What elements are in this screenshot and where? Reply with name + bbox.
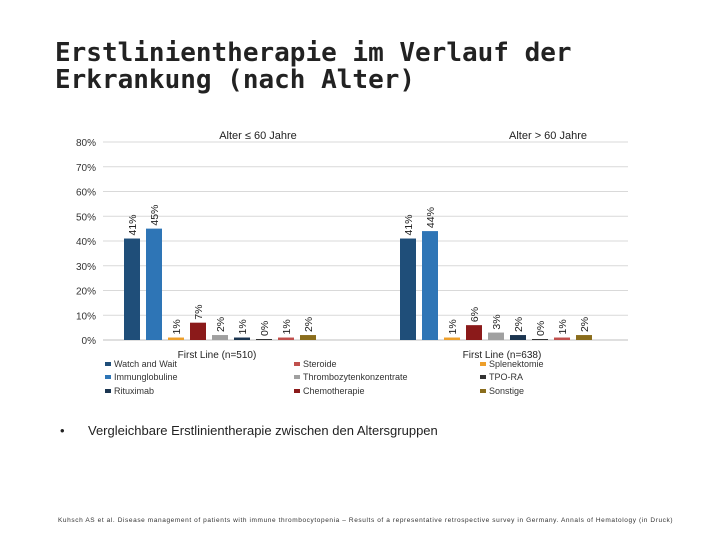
category-label: First Line (n=510) xyxy=(178,350,257,361)
bar xyxy=(400,238,416,340)
bullet-icon: • xyxy=(60,423,65,438)
bar xyxy=(510,335,526,340)
legend-label: Rituximab xyxy=(114,386,154,396)
y-tick-label: 10% xyxy=(76,311,96,322)
slide-title-line-1: Erstlinientherapie im Verlauf der xyxy=(55,38,572,68)
bar xyxy=(278,337,294,340)
data-label: 1% xyxy=(281,319,293,334)
y-tick-label: 30% xyxy=(76,262,96,273)
bar xyxy=(422,231,438,340)
legend-swatch xyxy=(105,375,111,379)
legend-label: Splenektomie xyxy=(489,359,544,369)
legend-label: Steroide xyxy=(303,359,337,369)
data-label: 2% xyxy=(579,317,591,332)
bar xyxy=(190,322,206,340)
y-tick-label: 70% xyxy=(76,163,96,174)
y-tick-label: 50% xyxy=(76,212,96,223)
bullet-point: • Vergleichbare Erstlinientherapie zwisch… xyxy=(60,423,438,438)
data-label: 2% xyxy=(215,317,227,332)
bar xyxy=(234,337,250,340)
data-label: 41% xyxy=(403,215,415,236)
bullet-text: Vergleichbare Erstlinientherapie zwische… xyxy=(88,423,438,438)
category-label: First Line (n=638) xyxy=(463,350,542,361)
bar xyxy=(124,238,140,340)
bar xyxy=(444,337,460,340)
data-label: 2% xyxy=(513,317,525,332)
bar xyxy=(532,339,548,340)
data-label: 45% xyxy=(149,205,161,226)
data-label: 2% xyxy=(303,317,315,332)
data-label: 1% xyxy=(447,319,459,334)
data-label: 3% xyxy=(491,314,503,329)
data-label: 0% xyxy=(259,321,271,336)
citation: Kuhsch AS et al. Disease management of p… xyxy=(58,517,674,524)
legend-swatch xyxy=(105,389,111,393)
y-tick-label: 40% xyxy=(76,237,96,248)
y-tick-label: 20% xyxy=(76,287,96,298)
bar xyxy=(576,335,592,340)
data-label: 1% xyxy=(171,319,183,334)
legend-swatch xyxy=(105,362,111,366)
legend-label: Sonstige xyxy=(489,386,524,396)
legend-label: Thrombozytenkonzentrate xyxy=(303,372,408,382)
data-label: 41% xyxy=(127,215,139,236)
bar xyxy=(300,335,316,340)
bar xyxy=(488,332,504,340)
legend-swatch xyxy=(294,375,300,379)
y-tick-label: 60% xyxy=(76,188,96,199)
bar xyxy=(168,337,184,340)
panel-title: Alter > 60 Jahre xyxy=(509,130,587,142)
legend-swatch xyxy=(294,362,300,366)
data-label: 7% xyxy=(193,304,205,319)
data-label: 44% xyxy=(425,207,437,228)
legend-swatch xyxy=(480,362,486,366)
legend-label: TPO-RA xyxy=(489,372,523,382)
bar xyxy=(212,335,228,340)
legend-swatch xyxy=(480,389,486,393)
slide-title-line-2: Erkrankung (nach Alter) xyxy=(55,65,416,95)
data-label: 1% xyxy=(557,319,569,334)
legend-label: Chemotherapie xyxy=(303,386,365,396)
panel-title: Alter ≤ 60 Jahre xyxy=(219,130,297,142)
bar xyxy=(466,325,482,340)
data-label: 6% xyxy=(469,307,481,322)
y-tick-label: 80% xyxy=(76,138,96,149)
legend-label: Immunglobuline xyxy=(114,372,178,382)
y-tick-label: 0% xyxy=(82,336,97,347)
data-label: 0% xyxy=(535,321,547,336)
bar xyxy=(256,339,272,340)
bar xyxy=(146,228,162,340)
legend-swatch xyxy=(480,375,486,379)
bar xyxy=(554,337,570,340)
data-label: 1% xyxy=(237,319,249,334)
slide-title: Erstlinientherapie im Verlauf der Erkran… xyxy=(55,40,675,94)
legend-label: Watch and Wait xyxy=(114,359,177,369)
legend-swatch xyxy=(294,389,300,393)
